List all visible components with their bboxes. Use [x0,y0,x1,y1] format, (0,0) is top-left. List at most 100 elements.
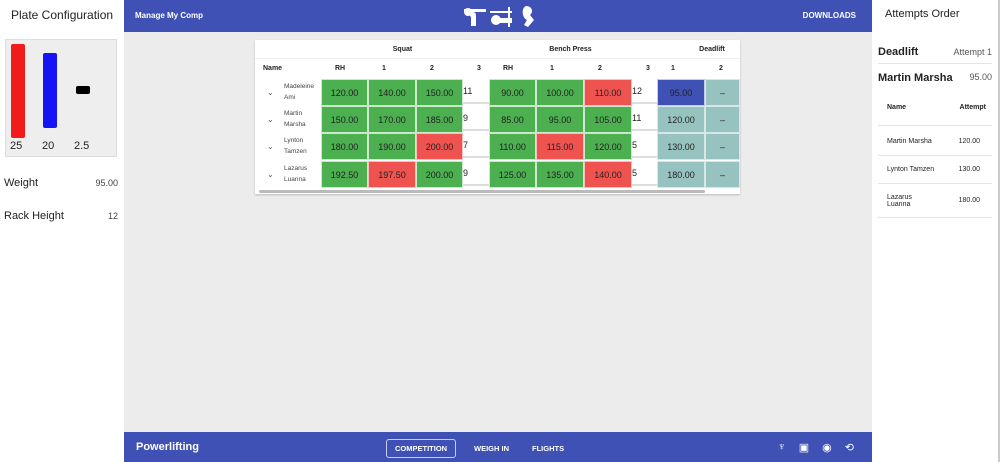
plate-label: 20 [42,140,55,152]
attempts-order-panel: Attempts Order Deadlift Attempt 1 Martin… [872,0,998,462]
lifter-name-cell: ⌄ Martin Marsha [255,106,321,133]
downloads-button[interactable]: DOWNLOADS [802,11,856,20]
attempt-cell[interactable]: 170.00 [368,106,416,133]
attempt-cell[interactable]: 200.00 [416,161,463,188]
attempt-cell[interactable]: 185.00 [416,106,463,133]
attempt-cell[interactable]: 9 [463,106,489,131]
attempt-cell[interactable]: 125.00 [489,161,536,188]
attempt-cell[interactable]: 135.00 [536,161,584,188]
attempt-cell[interactable]: 11 [632,106,657,131]
queue-name: Lazarus Luanna [887,193,912,208]
attempt-cell[interactable]: 110.00 [489,133,536,160]
attempt-cell[interactable]: 120.00 [321,79,368,106]
horizontal-scrollbar[interactable] [259,190,705,193]
queue-attempt: 180.00 [958,197,980,204]
column-header: 1 [382,65,386,72]
queue-name: Lynton Tamzen [887,166,935,173]
queue-item: Lazarus Luanna 180.00 [878,184,992,218]
plate-2-5 [76,86,90,94]
attempt-cell[interactable]: – [705,161,740,188]
plate-20 [43,53,57,128]
column-header: 2 [719,65,723,72]
attempt-cell[interactable]: 150.00 [321,106,368,133]
column-header: Name [263,65,283,72]
eye-icon[interactable]: ◉ [822,442,832,454]
lifter-name: Martin Marsha [284,110,306,128]
queue-name: Martin Marsha [887,138,932,145]
attempt-cell[interactable]: 100.00 [536,79,584,106]
attempt-cell[interactable]: – [705,79,740,106]
attempt-cell[interactable]: 120.00 [584,133,632,160]
main-area: Manage My Comp DOWNLOADS Squat Bench Pre… [124,0,872,462]
screen-rotation-icon[interactable]: ⟲ [844,442,854,454]
group-squat: Squat [392,45,413,53]
manage-comp-link[interactable]: Manage My Comp [135,11,204,20]
attempt-cell[interactable]: 5 [632,161,657,186]
lifter-name: Lynton Tamzen [284,137,307,155]
col-name: Name [887,104,907,111]
attempt-cell[interactable]: 9 [463,161,489,186]
attempt-cell[interactable]: 120.00 [657,106,705,133]
attempt-cell[interactable]: 105.00 [584,106,632,133]
attempt-cell[interactable]: 7 [463,133,489,158]
expand-chevron-icon[interactable]: ⌄ [267,142,274,151]
lifter-name-cell: ⌄ Lazarus Luanna [255,161,321,188]
attempt-cell[interactable]: 85.00 [489,106,536,133]
plate-25 [11,44,25,138]
current-lifter: Martin Marsha [878,72,953,84]
attempt-cell[interactable]: 180.00 [321,133,368,160]
lifter-name-cell: ⌄ Madeleine Ami [255,79,321,106]
queue-attempt: 120.00 [958,138,980,145]
attempt-cell[interactable]: 95.00 [657,79,705,106]
column-header: 2 [598,65,602,72]
tab-competition[interactable]: COMPETITION [386,439,457,458]
attempt-cell[interactable]: – [705,133,740,160]
attempt-cell[interactable]: 180.00 [657,161,705,188]
attempt-cell[interactable]: – [705,106,740,133]
powerlifting-logo-icon [464,6,534,27]
attempt-cell[interactable]: 90.00 [489,79,536,106]
attempt-cell[interactable]: 130.00 [657,133,705,160]
attempt-cell[interactable]: 110.00 [584,79,632,106]
attempts-table: Squat Bench Press Deadlift Name RH 1 2 3 RH 1 2… [255,40,740,194]
weight-value: 95.00 [95,178,118,188]
group-deadlift: Deadlift [699,45,725,53]
weight-row: Weight 95.00 [4,177,118,189]
rack-label: Rack Height [4,210,64,222]
column-header: 3 [477,65,481,72]
expand-chevron-icon[interactable]: ⌄ [267,170,274,179]
attempt-cell[interactable]: 200.00 [416,133,463,160]
group-bench: Bench Press [549,45,592,53]
attempt-cell[interactable]: 115.00 [536,133,584,160]
lifter-name-cell: ⌄ Lynton Tamzen [255,133,321,160]
plate-visual: 25 20 2.5 [5,39,117,157]
attempt-cell[interactable]: 140.00 [368,79,416,106]
queue-attempt: 130.00 [958,166,980,173]
column-header: 1 [671,65,675,72]
queue-item: Martin Marsha 120.00 [878,128,992,156]
plate-label: 25 [10,140,23,152]
attempt-cell[interactable]: 190.00 [368,133,416,160]
column-header: 2 [430,65,434,72]
top-app-bar: Manage My Comp DOWNLOADS [124,0,872,32]
attempt-cell[interactable]: 11 [463,79,489,104]
attempt-cell[interactable]: 150.00 [416,79,463,106]
attempt-cell[interactable]: 197.50 [368,161,416,188]
attempt-cell[interactable]: 192.50 [321,161,368,188]
current-attempt: Attempt 1 [953,46,992,57]
page-scrollbar[interactable] [998,0,1000,462]
column-header: 3 [646,65,650,72]
presentation-icon[interactable]: ▣ [798,442,810,454]
expand-chevron-icon[interactable]: ⌄ [267,115,274,124]
rack-value: 12 [107,211,118,221]
attempt-cell[interactable]: 95.00 [536,106,584,133]
trophy-icon[interactable]: ♆ [777,441,786,453]
attempt-cell[interactable]: 5 [632,133,657,158]
tab-weigh-in[interactable]: WEIGH IN [474,444,509,453]
tab-flights[interactable]: FLIGHTS [532,444,565,453]
rack-row: Rack Height 12 [4,210,118,222]
bottom-nav-bar: Powerlifting COMPETITION WEIGH IN FLIGHT… [124,432,872,462]
attempt-cell[interactable]: 140.00 [584,161,632,188]
attempt-cell[interactable]: 12 [632,79,657,104]
expand-chevron-icon[interactable]: ⌄ [267,88,274,97]
